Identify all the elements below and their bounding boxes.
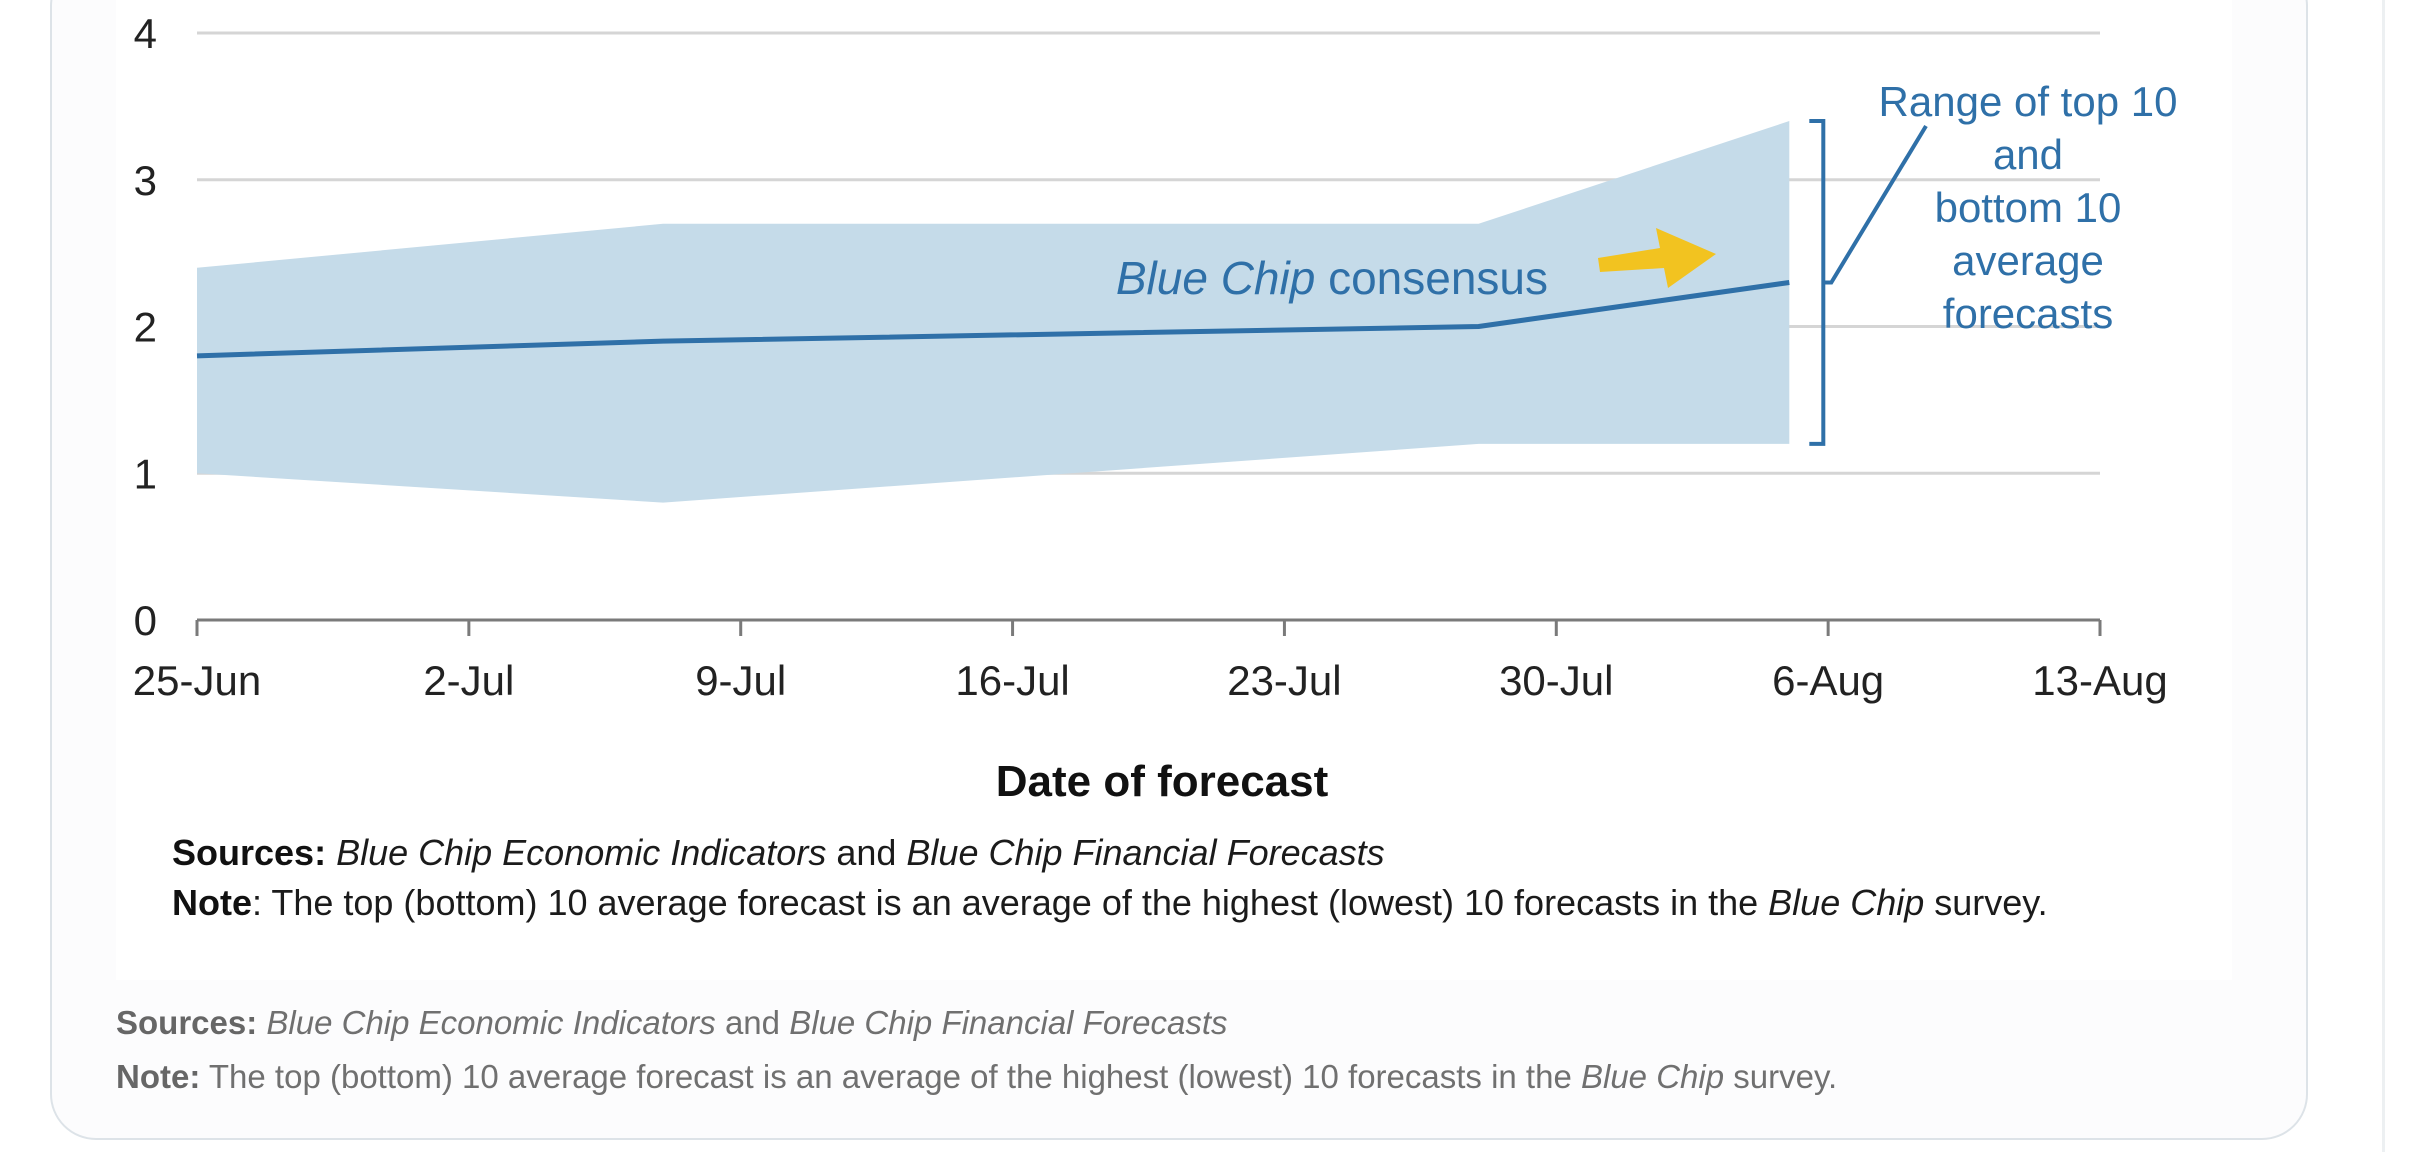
range-annotation: Range of top 10 and bottom 10 average foreca… bbox=[1879, 78, 2178, 337]
figure-sources-line: Sources: Blue Chip Economic Indicators a… bbox=[172, 828, 2232, 878]
scrollbar-track bbox=[2382, 0, 2385, 1152]
caption-note-italic: Blue Chip bbox=[1580, 1058, 1725, 1095]
caption-note-text-2: survey. bbox=[1724, 1058, 1838, 1095]
y-tick-label: 4 bbox=[134, 10, 157, 57]
x-tick-label: 2-Jul bbox=[423, 657, 514, 704]
range-annotation-line: and bbox=[1993, 131, 2063, 178]
y-tick-label: 3 bbox=[134, 157, 157, 204]
caption: Sources: Blue Chip Economic Indicators a… bbox=[116, 996, 2276, 1104]
caption-note-label: Note: bbox=[116, 1058, 201, 1095]
annotation-layer: Blue Chip consensus Range of top 10 and bot… bbox=[1116, 78, 2178, 446]
figure-note-line: Note: The top (bottom) 10 average foreca… bbox=[172, 878, 2232, 928]
x-tick-label: 9-Jul bbox=[695, 657, 786, 704]
consensus-annotation-rest: consensus bbox=[1315, 252, 1548, 304]
consensus-annotation: Blue Chip consensus bbox=[1116, 252, 1548, 304]
x-tick-label: 25-Jun bbox=[133, 657, 261, 704]
caption-source-and: and bbox=[715, 1004, 790, 1041]
caption-sources-label: Sources: bbox=[116, 1004, 258, 1041]
consensus-annotation-italic: Blue Chip bbox=[1116, 252, 1315, 304]
range-annotation-line: Range of top 10 bbox=[1879, 78, 2178, 125]
line-layer bbox=[196, 279, 1790, 359]
figure-source-and: and bbox=[826, 832, 907, 873]
range-annotation-line: bottom 10 bbox=[1935, 184, 2122, 231]
figure-source-1: Blue Chip Economic Indicators bbox=[336, 832, 827, 873]
x-tick-label: 16-Jul bbox=[955, 657, 1069, 704]
highlight-arrow-icon bbox=[1598, 228, 1716, 288]
consensus-line bbox=[196, 279, 1790, 359]
range-annotation-line: average bbox=[1952, 237, 2104, 284]
y-tick-label: 1 bbox=[134, 450, 157, 497]
forecast-range-chart: 0 1 2 3 4 25-Jun 2-Jul 9-Jul 16-Jul 23-Jul 30-Jul 6… bbox=[133, 10, 2178, 806]
figure-sources-label: Sources: bbox=[172, 832, 327, 873]
caption-source-2: Blue Chip Financial Forecasts bbox=[789, 1004, 1228, 1041]
range-annotation-line: forecasts bbox=[1943, 290, 2113, 337]
range-bracket bbox=[1809, 119, 1928, 446]
figure-note-text-2: survey. bbox=[1924, 882, 2048, 923]
caption-sources-line: Sources: Blue Chip Economic Indicators a… bbox=[116, 996, 2276, 1050]
axis-layer: 0 1 2 3 4 25-Jun 2-Jul 9-Jul 16-Jul 23-Jul 30-Jul 6… bbox=[133, 10, 2168, 806]
x-tick-label: 23-Jul bbox=[1227, 657, 1341, 704]
figure-note-label: Note bbox=[172, 882, 252, 923]
x-axis-title: Date of forecast bbox=[996, 757, 1329, 806]
y-tick-label: 2 bbox=[134, 304, 157, 351]
range-band bbox=[197, 121, 1790, 503]
figure-source-2: Blue Chip Financial Forecasts bbox=[906, 832, 1385, 873]
band-layer bbox=[197, 121, 1790, 503]
caption-source-1: Blue Chip Economic Indicators bbox=[266, 1004, 716, 1041]
x-tick-label: 30-Jul bbox=[1499, 657, 1613, 704]
y-tick-label: 0 bbox=[134, 597, 157, 644]
x-tick-label: 6-Aug bbox=[1772, 657, 1884, 704]
caption-note-line: Note: The top (bottom) 10 average foreca… bbox=[116, 1050, 2276, 1104]
caption-note-text-1: The top (bottom) 10 average forecast is … bbox=[200, 1058, 1581, 1095]
figure-notes: Sources: Blue Chip Economic Indicators a… bbox=[172, 828, 2232, 928]
figure-note-italic: Blue Chip bbox=[1768, 882, 1925, 923]
x-tick-label: 13-Aug bbox=[2032, 657, 2167, 704]
figure-note-text-1: : The top (bottom) 10 average forecast i… bbox=[252, 882, 1769, 923]
